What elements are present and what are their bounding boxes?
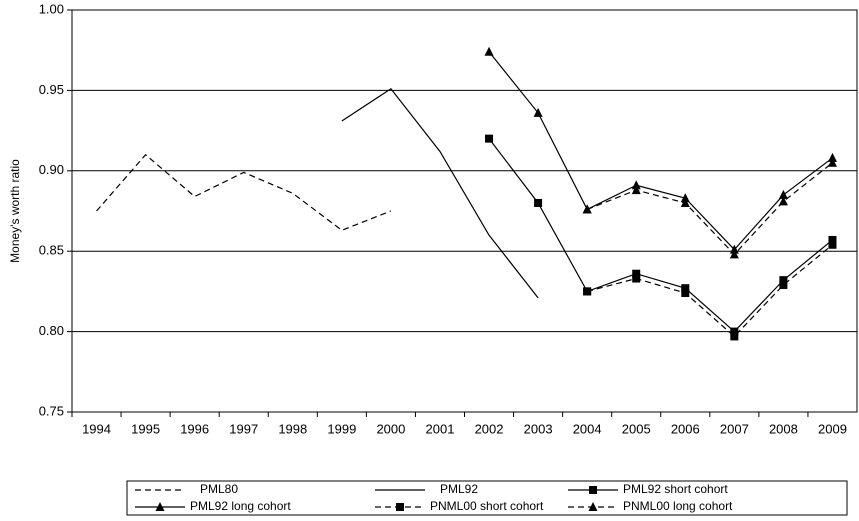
series-line xyxy=(96,153,392,231)
marker-square xyxy=(583,287,592,296)
marker-square xyxy=(779,280,788,289)
x-tick-label: 2003 xyxy=(524,421,553,436)
y-tick-label: 0.85 xyxy=(39,243,64,258)
x-tick-label: 2008 xyxy=(769,421,798,436)
plot-frame xyxy=(71,9,858,413)
x-tick-label: 2004 xyxy=(573,421,602,436)
series-line xyxy=(488,51,833,251)
marker-triangle xyxy=(778,189,788,199)
legend-label: PNML00 long cohort xyxy=(623,499,733,513)
y-tick-label: 0.95 xyxy=(39,82,64,97)
marker-square xyxy=(730,332,739,341)
marker-square xyxy=(828,235,837,244)
marker-triangle xyxy=(582,204,592,214)
x-tick-label: 2006 xyxy=(671,421,700,436)
legend-label: PNML00 short cohort xyxy=(430,499,544,513)
legend-label: PML92 short cohort xyxy=(623,482,728,496)
marker-square xyxy=(779,276,788,285)
y-axis-label: Money's worth ratio xyxy=(8,159,22,263)
marker-triangle xyxy=(729,249,739,259)
legend-label: PML92 long cohort xyxy=(190,499,291,513)
x-tick-label: 1994 xyxy=(82,421,111,436)
marker-triangle xyxy=(827,157,837,167)
marker-square xyxy=(396,503,404,511)
marker-triangle xyxy=(588,502,598,511)
marker-square xyxy=(534,198,543,207)
x-tick-label: 2009 xyxy=(818,421,847,436)
x-tick-label: 2000 xyxy=(376,421,405,436)
x-tick-label: 2002 xyxy=(475,421,504,436)
x-tick-label: 1995 xyxy=(131,421,160,436)
x-tick-label: 1997 xyxy=(229,421,258,436)
marker-triangle xyxy=(155,502,165,511)
marker-square xyxy=(632,274,641,283)
x-tick-label: 2005 xyxy=(622,421,651,436)
marker-square xyxy=(589,486,597,494)
marker-square xyxy=(485,134,494,143)
marker-triangle xyxy=(631,185,641,195)
marker-square xyxy=(828,240,837,249)
x-tick-label: 1999 xyxy=(327,421,356,436)
legend-label: PML92 xyxy=(440,482,478,496)
legend-label: PML80 xyxy=(200,482,238,496)
y-tick-label: 0.80 xyxy=(39,323,64,338)
marker-triangle xyxy=(533,107,543,117)
x-tick-label: 1998 xyxy=(278,421,307,436)
x-tick-label: 2001 xyxy=(426,421,455,436)
series-line xyxy=(586,162,833,256)
marker-square xyxy=(730,327,739,336)
marker-square xyxy=(681,284,690,293)
series-line xyxy=(587,244,833,338)
legend-box xyxy=(126,480,848,516)
y-tick-label: 0.75 xyxy=(39,403,64,418)
marker-square xyxy=(632,269,641,278)
marker-triangle xyxy=(680,193,690,203)
marker-triangle xyxy=(631,180,641,190)
marker-triangle xyxy=(778,196,788,206)
y-tick-label: 1.00 xyxy=(39,1,64,16)
marker-triangle xyxy=(827,152,837,162)
x-tick-label: 2007 xyxy=(720,421,749,436)
marker-triangle xyxy=(484,46,494,56)
y-tick-label: 0.90 xyxy=(39,162,64,177)
marker-triangle xyxy=(680,197,690,207)
series-line xyxy=(341,87,539,299)
series-line xyxy=(488,138,833,333)
x-tick-label: 1996 xyxy=(180,421,209,436)
marker-square xyxy=(681,289,690,298)
